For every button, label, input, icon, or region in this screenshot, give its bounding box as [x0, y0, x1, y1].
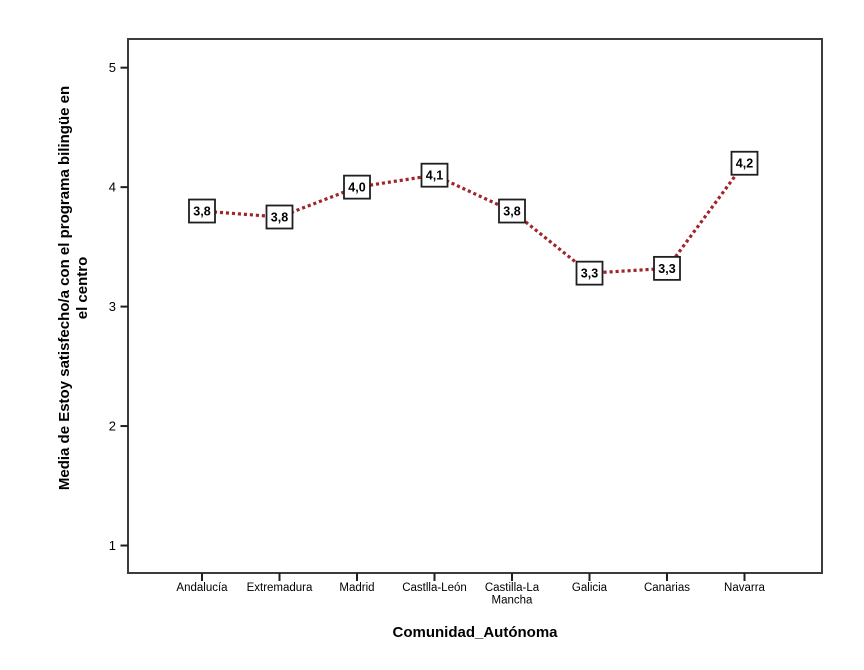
point-label: 3,3 [658, 262, 675, 276]
point-label: 4,0 [348, 181, 365, 195]
point-label: 3,3 [581, 267, 598, 281]
x-axis-title: Comunidad_Autónoma [392, 624, 558, 641]
point-label: 4,2 [736, 157, 753, 171]
x-category-label: Castilla-La [485, 582, 540, 594]
point-label: 3,8 [271, 211, 288, 225]
y-axis-title-line-1: Media de Estoy satisfecho/a con el progr… [56, 85, 73, 491]
point-label: 3,8 [193, 205, 210, 219]
x-category-label: Andalucía [176, 582, 228, 594]
y-tick-label: 4 [109, 180, 116, 195]
y-tick-label: 3 [109, 299, 116, 314]
plot-frame [127, 38, 823, 574]
y-axis-title-line-2: el centro [74, 256, 91, 320]
point-label: 4,1 [426, 169, 443, 183]
point-label-box [265, 204, 294, 230]
x-category-label: Navarra [724, 582, 766, 594]
x-category-label: Mancha [492, 595, 534, 607]
x-category-label: Madrid [339, 582, 374, 594]
y-tick-label: 5 [109, 60, 116, 75]
point-label-box [498, 198, 526, 224]
point-label-box [188, 198, 216, 224]
y-axis-title: Media de Estoy satisfecho/a con el progr… [56, 28, 92, 548]
point-label-box [343, 174, 371, 200]
x-category-label: Galicia [572, 582, 608, 594]
x-category-label: Castlla-León [402, 582, 467, 594]
point-label-box [420, 162, 449, 188]
point-label-box [575, 260, 604, 286]
point-label-box [730, 150, 759, 176]
y-tick-label: 2 [109, 419, 116, 434]
y-tick-label: 1 [109, 538, 116, 553]
point-label: 3,8 [503, 205, 520, 219]
x-category-label: Extremadura [247, 582, 313, 594]
x-category-label: Canarias [644, 582, 690, 594]
point-label-box [653, 255, 681, 281]
